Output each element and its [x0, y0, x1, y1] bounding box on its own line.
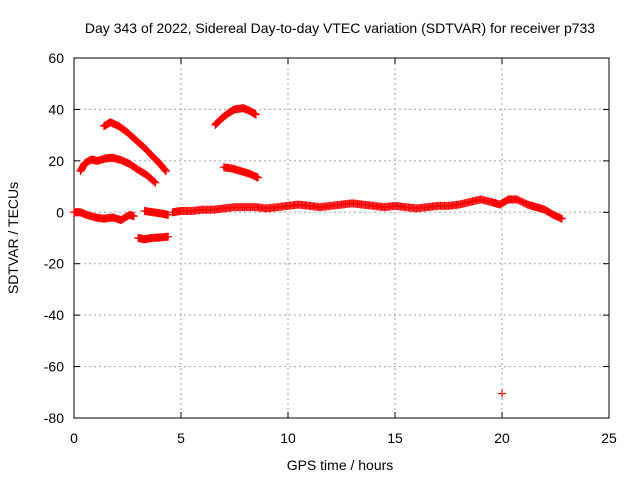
data-point [162, 167, 171, 176]
series-arc-peak-40 [211, 104, 260, 129]
data-point-interp [150, 177, 159, 186]
data-point [164, 210, 173, 219]
y-tick-label: 20 [48, 153, 64, 169]
y-tick-label: 0 [56, 204, 64, 220]
x-axis-label: GPS time / hours [287, 457, 394, 473]
x-tick-label: 25 [601, 430, 617, 446]
y-tick-label: -20 [44, 256, 64, 272]
series-arc-upper-left-1 [76, 153, 160, 187]
y-tick-label: -80 [44, 410, 64, 426]
data-point [151, 178, 160, 187]
data-point-interp [160, 165, 169, 174]
series-outlier [498, 389, 506, 398]
y-axis-label: SDTVAR / TECUs [5, 182, 21, 294]
x-tick-label: 5 [177, 430, 185, 446]
y-tick-label: -60 [44, 359, 64, 375]
series-arc-mid-17 [219, 163, 263, 182]
x-tick-label: 0 [70, 430, 78, 446]
grid [74, 58, 609, 418]
series-arc-upper-left-2 [99, 118, 171, 176]
data-point [251, 110, 260, 119]
data-point [164, 232, 173, 241]
series-baseline-main [70, 195, 566, 224]
data-point [129, 212, 138, 221]
x-tick-label: 10 [280, 430, 296, 446]
series-short-flat-segments [134, 207, 173, 244]
plot-frame [73, 57, 610, 419]
axis-ticks: 0 5 10 15 20 25 -80 -60 -40 -20 0 20 40 60 [44, 50, 617, 446]
data-points [70, 104, 566, 398]
chart-title: Day 343 of 2022, Sidereal Day-to-day VTE… [85, 20, 595, 36]
y-tick-label: -40 [44, 307, 64, 323]
data-point-interp [161, 166, 170, 175]
x-tick-label: 20 [494, 430, 510, 446]
y-tick-label: 60 [48, 50, 64, 66]
data-point [498, 389, 506, 398]
x-tick-label: 15 [387, 430, 403, 446]
data-point [557, 214, 566, 223]
y-tick-label: 40 [48, 101, 64, 117]
data-point [254, 173, 263, 182]
